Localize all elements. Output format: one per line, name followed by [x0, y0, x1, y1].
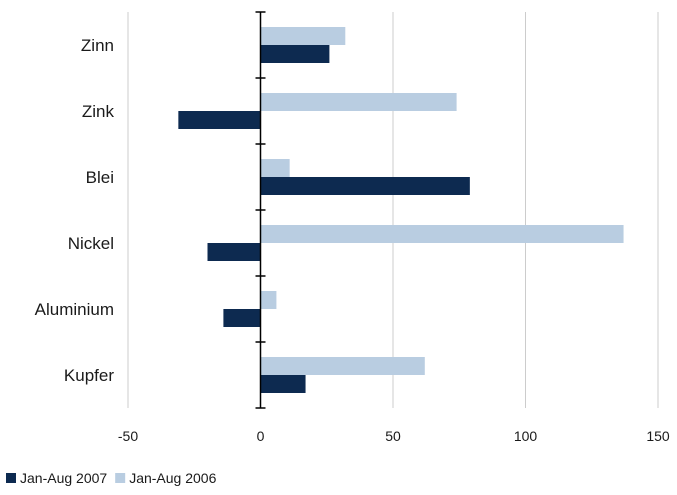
category-label-zinn: Zinn: [81, 36, 114, 55]
tick-label-0: -50: [118, 428, 138, 444]
grid-lines: [127, 12, 659, 408]
legend-label-1: Jan-Aug 2006: [129, 470, 216, 486]
category-labels: Zinn Zink Blei Nickel Aluminium Kupfer: [35, 36, 115, 385]
bar-kupfer-2006: [260, 357, 425, 375]
legend-swatch-1: [115, 473, 126, 483]
tick-label-2: 50: [385, 428, 401, 444]
bar-blei-2006: [260, 159, 290, 177]
tick-label-4: 150: [646, 428, 670, 444]
category-label-nickel: Nickel: [68, 234, 114, 253]
category-label-zink: Zink: [82, 102, 115, 121]
bar-zink-2006: [260, 93, 457, 111]
bar-blei-2007: [260, 177, 470, 195]
legend: Jan-Aug 2007 Jan-Aug 2006: [6, 470, 217, 486]
legend-label-0: Jan-Aug 2007: [20, 470, 107, 486]
bar-kupfer-2007: [260, 375, 306, 393]
category-label-aluminium: Aluminium: [35, 300, 114, 319]
bar-aluminium-2006: [260, 291, 277, 309]
bar-zink-2007: [178, 111, 261, 129]
category-label-kupfer: Kupfer: [64, 366, 114, 385]
bar-nickel-2007: [207, 243, 261, 261]
value-tick-labels: -50 0 50 100 150: [118, 428, 670, 444]
tick-label-3: 100: [514, 428, 538, 444]
bar-aluminium-2007: [223, 309, 261, 327]
category-label-blei: Blei: [86, 168, 114, 187]
legend-swatch-0: [6, 473, 16, 483]
bar-nickel-2006: [260, 225, 624, 243]
bar-zinn-2007: [260, 45, 330, 63]
bars: [178, 27, 624, 393]
category-axis: [255, 11, 266, 409]
bar-zinn-2006: [260, 27, 346, 45]
tick-label-1: 0: [257, 428, 265, 444]
